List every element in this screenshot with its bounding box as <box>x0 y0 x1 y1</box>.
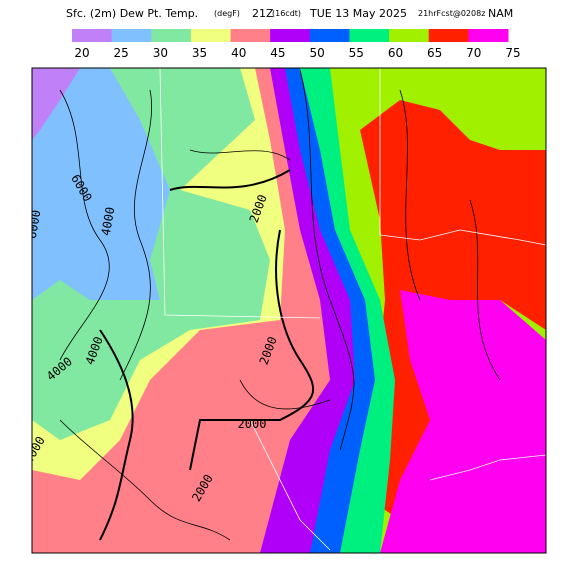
title-model: NAM <box>488 7 513 20</box>
colorbar-label: 30 <box>153 46 168 60</box>
title-main: Sfc. (2m) Dew Pt. Temp. <box>66 7 198 20</box>
field-20 <box>32 68 80 140</box>
colorbar-swatch <box>230 29 271 42</box>
colorbar-swatch <box>111 29 152 42</box>
colorbar-label: 60 <box>388 46 403 60</box>
colorbar-swatch <box>468 29 509 42</box>
colorbar-swatch <box>151 29 192 42</box>
contour-label: 2000 <box>238 417 267 431</box>
colorbar-label: 40 <box>231 46 246 60</box>
title: Sfc. (2m) Dew Pt. Temp. (degF) 21Z (16cd… <box>66 7 513 20</box>
borders <box>159 68 546 551</box>
colorbar-swatch <box>72 29 113 42</box>
title-local-time: (16cdt) <box>272 9 301 18</box>
colorbar-swatch <box>428 29 469 42</box>
main-contours <box>99 169 315 541</box>
contours <box>59 69 501 541</box>
title-date: TUE 13 May 2025 <box>309 7 407 20</box>
colorbar: 20 25 30 35 40 45 50 55 60 65 70 75 <box>72 29 521 60</box>
colorbar-label: 70 <box>466 46 481 60</box>
colorbar-label: 50 <box>309 46 324 60</box>
field-70 <box>380 290 546 553</box>
colorbar-swatch <box>190 29 232 42</box>
colorbar-swatch <box>389 29 430 42</box>
field-25 <box>32 68 170 300</box>
title-time: 21Z <box>252 7 274 20</box>
colorbar-swatch <box>270 29 311 42</box>
colorbar-label: 25 <box>114 46 129 60</box>
colorbar-label: 65 <box>427 46 442 60</box>
colorbar-swatch <box>349 29 390 42</box>
colorbar-label: 35 <box>192 46 207 60</box>
colorbar-label: 55 <box>349 46 364 60</box>
colorbar-label: 45 <box>270 46 285 60</box>
map-frame <box>31 67 547 554</box>
contour-label: 4000 <box>99 206 118 237</box>
colorbar-label: 20 <box>74 46 89 60</box>
colorbar-label: 75 <box>505 46 520 60</box>
colorbar-swatch <box>309 29 350 42</box>
contour-label: 6000 <box>25 209 44 240</box>
title-units: (degF) <box>214 9 240 18</box>
title-forecast: 21hrFcst@0208z <box>418 9 485 18</box>
